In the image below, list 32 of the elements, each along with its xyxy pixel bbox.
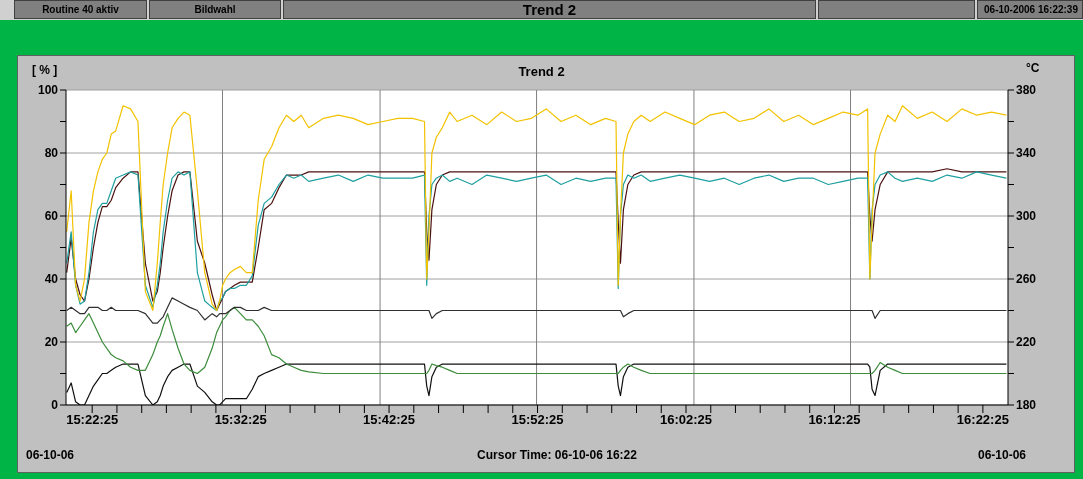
y2-tick-label: 340 bbox=[1016, 146, 1037, 161]
line-series bbox=[66, 105, 1007, 312]
x-tick-label: 16:12:25 bbox=[808, 412, 861, 428]
y-tick-label: 80 bbox=[44, 146, 59, 161]
y-tick-label: 0 bbox=[51, 398, 59, 413]
y2-tick-label: 180 bbox=[1016, 398, 1037, 413]
y2-tick-label: 380 bbox=[1016, 83, 1037, 98]
header-cell: Routine 40 aktiv bbox=[14, 0, 147, 19]
text: 06-10-06 bbox=[26, 448, 75, 462]
x-tick-label: 15:42:25 bbox=[363, 412, 416, 428]
y-tick-label: 60 bbox=[44, 209, 59, 224]
x-tick-label: 16:22:25 bbox=[956, 412, 1009, 428]
text: Cursor Time: 06-10-06 16:22 bbox=[477, 448, 637, 462]
line-series bbox=[66, 297, 1007, 324]
y-axis-title: [ % ] bbox=[32, 63, 58, 77]
x-tick-label: 15:22:25 bbox=[66, 412, 119, 428]
y2-tick-label: 260 bbox=[1016, 272, 1037, 287]
y-tick-label: 40 bbox=[44, 272, 59, 287]
header-cell: Trend 2 bbox=[283, 0, 816, 19]
y2-axis-title: °C bbox=[1026, 61, 1040, 75]
x-tick-label: 16:02:25 bbox=[659, 412, 713, 428]
header-cell: Bildwahl bbox=[149, 0, 281, 19]
y-tick-label: 20 bbox=[44, 335, 59, 350]
header-cell: 06-10-2006 16:22:39 bbox=[977, 0, 1083, 19]
y2-tick-label: 300 bbox=[1016, 209, 1037, 224]
chart-title: Trend 2 bbox=[518, 64, 565, 79]
x-tick-label: 15:32:25 bbox=[214, 412, 267, 428]
text: 06-10-06 bbox=[978, 448, 1027, 462]
y-tick-label: 100 bbox=[37, 83, 59, 98]
x-tick-label: 15:52:25 bbox=[511, 412, 564, 428]
line-series bbox=[66, 306, 1007, 375]
y2-tick-label: 220 bbox=[1016, 335, 1037, 350]
